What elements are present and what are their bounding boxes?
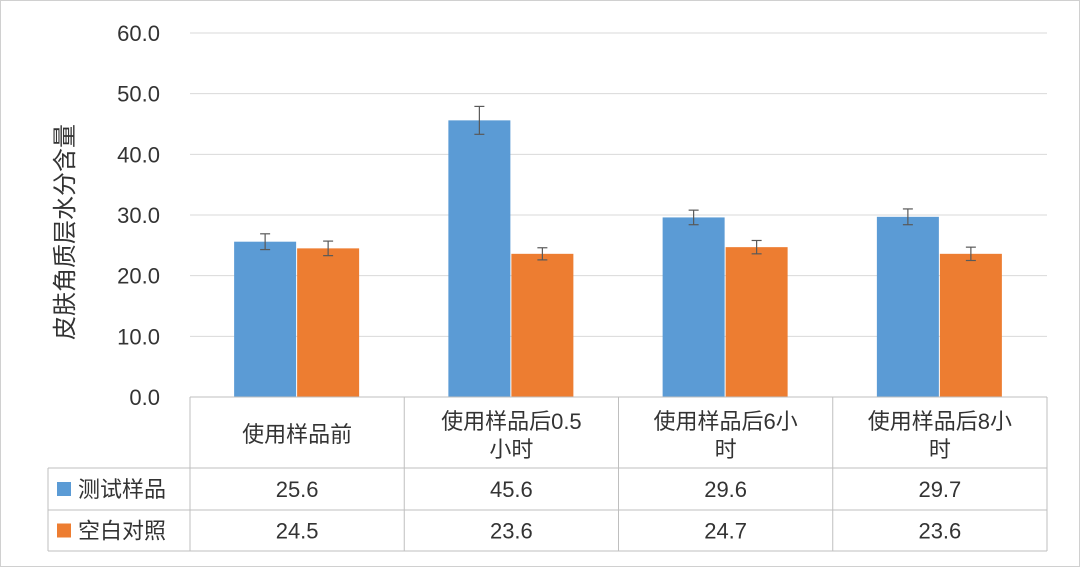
error-bar	[474, 105, 485, 135]
y-tick-label: 50.0	[117, 82, 160, 107]
category-label-line: 使用样品后6小	[654, 409, 798, 434]
table-cell-value: 23.6	[490, 519, 533, 544]
y-tick-label: 40.0	[117, 142, 160, 167]
category-label-line: 使用样品前	[242, 422, 352, 447]
table-cell-value: 29.6	[704, 477, 747, 502]
bar-test-3	[876, 216, 939, 397]
legend-swatch	[57, 523, 71, 538]
category-label-line: 时	[715, 437, 737, 462]
legend-swatch	[57, 482, 71, 496]
table-cell-value: 29.7	[918, 477, 961, 502]
table-cell-value: 23.6	[918, 519, 961, 544]
error-bar	[751, 239, 762, 255]
legend-label: 测试样品	[78, 477, 166, 502]
y-tick-label: 10.0	[117, 324, 160, 349]
y-tick-label: 20.0	[117, 264, 160, 289]
category-label-line: 时	[929, 437, 951, 462]
category-label-line: 小时	[489, 437, 533, 462]
y-tick-label: 60.0	[117, 21, 160, 46]
category-label: 使用样品前	[242, 422, 352, 447]
legend-label: 空白对照	[78, 519, 166, 544]
error-bar	[688, 209, 699, 226]
y-tick-label: 30.0	[117, 203, 160, 228]
bar-control-3	[939, 253, 1002, 397]
table-cell-value: 25.6	[276, 477, 319, 502]
error-bars	[260, 105, 976, 262]
bars	[234, 120, 1002, 398]
bar-test-1	[448, 120, 511, 398]
error-bar	[965, 246, 976, 262]
bar-test-2	[662, 217, 725, 397]
bar-test-0	[234, 241, 297, 397]
error-bar	[323, 240, 334, 257]
table-cell-value: 24.5	[276, 519, 319, 544]
table-cell-value: 45.6	[490, 477, 533, 502]
y-axis-label: 皮肤角质层水分含量	[52, 124, 79, 340]
category-label-line: 使用样品后8小	[868, 409, 1012, 434]
error-bar	[260, 233, 271, 251]
bar-control-2	[725, 247, 788, 397]
category-label: 使用样品后0.5 小时	[441, 409, 582, 462]
category-label-line: 使用样品后0.5	[441, 409, 582, 434]
bar-control-1	[511, 253, 574, 397]
table-cell-value: 24.7	[704, 519, 747, 544]
y-tick-labels: 0.0 10.0 20.0 30.0 40.0 50.0 60.0	[117, 21, 160, 410]
error-bar	[902, 208, 913, 226]
y-tick-label: 0.0	[129, 385, 160, 410]
error-bar	[537, 247, 548, 261]
bar-control-0	[297, 248, 360, 397]
